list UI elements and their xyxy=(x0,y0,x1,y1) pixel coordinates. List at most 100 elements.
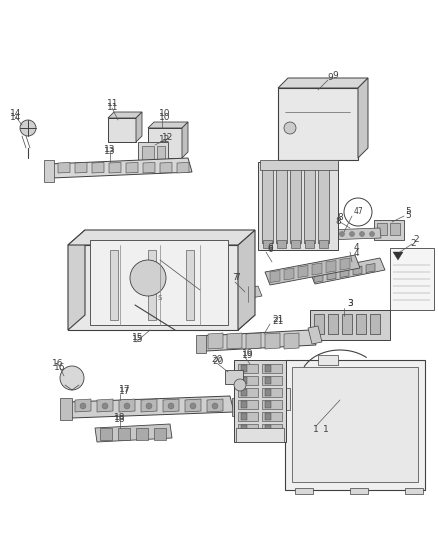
Bar xyxy=(108,118,136,142)
Bar xyxy=(277,240,286,248)
Bar xyxy=(241,377,247,384)
Text: 12: 12 xyxy=(159,135,171,144)
Circle shape xyxy=(80,403,86,409)
Bar xyxy=(236,428,284,442)
Text: 7: 7 xyxy=(232,273,238,282)
Circle shape xyxy=(284,122,296,134)
Bar xyxy=(241,365,247,372)
Bar xyxy=(44,160,54,182)
Polygon shape xyxy=(308,326,322,344)
Bar xyxy=(390,223,400,235)
Text: 1: 1 xyxy=(313,425,319,434)
Polygon shape xyxy=(200,330,316,351)
Text: 4: 4 xyxy=(353,248,359,257)
Circle shape xyxy=(360,231,364,237)
Text: 10: 10 xyxy=(159,109,171,118)
Polygon shape xyxy=(366,263,375,272)
Polygon shape xyxy=(327,271,336,280)
Polygon shape xyxy=(68,315,255,330)
Polygon shape xyxy=(237,286,262,300)
Bar xyxy=(241,401,247,408)
Bar xyxy=(265,425,271,432)
Polygon shape xyxy=(326,261,336,272)
Polygon shape xyxy=(68,230,85,330)
Bar xyxy=(232,398,244,416)
Text: 18: 18 xyxy=(114,416,126,424)
Polygon shape xyxy=(284,333,299,349)
Bar xyxy=(356,314,366,334)
Bar xyxy=(377,223,387,235)
Bar xyxy=(138,142,168,164)
Circle shape xyxy=(60,366,84,390)
Bar xyxy=(390,248,434,310)
Polygon shape xyxy=(177,163,189,173)
Bar xyxy=(304,168,315,243)
Text: 20: 20 xyxy=(211,356,223,365)
Bar xyxy=(278,88,358,160)
Polygon shape xyxy=(148,122,188,128)
Text: 5: 5 xyxy=(405,207,411,216)
Polygon shape xyxy=(126,163,138,173)
Bar xyxy=(238,388,258,397)
Bar xyxy=(305,240,314,248)
Bar xyxy=(265,377,271,384)
Bar xyxy=(234,360,286,442)
Bar xyxy=(262,424,282,433)
Bar xyxy=(263,240,272,248)
Text: 9: 9 xyxy=(327,74,333,83)
Circle shape xyxy=(329,231,335,237)
Polygon shape xyxy=(90,240,228,325)
Text: 16: 16 xyxy=(54,364,66,373)
Bar xyxy=(278,388,290,410)
Text: 12: 12 xyxy=(162,133,174,141)
Bar xyxy=(318,168,329,243)
Polygon shape xyxy=(310,258,385,284)
Text: 19: 19 xyxy=(242,351,254,359)
Bar xyxy=(265,389,271,396)
Bar xyxy=(328,314,338,334)
Polygon shape xyxy=(325,228,381,240)
Polygon shape xyxy=(314,273,323,282)
Polygon shape xyxy=(92,163,104,173)
Text: 17: 17 xyxy=(119,385,131,394)
Polygon shape xyxy=(285,360,425,490)
Text: 2: 2 xyxy=(413,236,419,245)
Bar xyxy=(318,355,338,365)
Text: 14: 14 xyxy=(11,109,22,117)
Polygon shape xyxy=(95,424,172,442)
Bar xyxy=(238,400,258,409)
Bar xyxy=(262,168,273,243)
Polygon shape xyxy=(340,258,350,270)
Bar xyxy=(142,146,154,160)
Text: 17: 17 xyxy=(119,387,131,397)
Text: 16: 16 xyxy=(52,359,64,368)
Text: 21: 21 xyxy=(272,318,284,327)
Bar xyxy=(148,128,182,158)
Polygon shape xyxy=(163,399,179,412)
Text: S: S xyxy=(158,295,162,301)
Polygon shape xyxy=(393,252,403,260)
Polygon shape xyxy=(265,333,280,349)
Bar xyxy=(241,389,247,396)
Bar xyxy=(310,310,390,340)
Polygon shape xyxy=(97,399,113,412)
Text: 3: 3 xyxy=(347,298,353,308)
Bar xyxy=(342,314,352,334)
Polygon shape xyxy=(340,269,349,278)
Polygon shape xyxy=(68,245,238,330)
Bar xyxy=(238,424,258,433)
Bar xyxy=(60,398,72,420)
Bar xyxy=(241,425,247,432)
Bar xyxy=(100,428,112,440)
Bar xyxy=(265,401,271,408)
Bar xyxy=(291,240,300,248)
Text: 15: 15 xyxy=(132,335,144,344)
Bar xyxy=(154,428,166,440)
Circle shape xyxy=(370,231,374,237)
Polygon shape xyxy=(58,163,70,173)
Bar xyxy=(238,376,258,385)
Polygon shape xyxy=(136,112,142,142)
Bar xyxy=(276,168,287,243)
Bar xyxy=(265,413,271,420)
Bar xyxy=(260,160,338,170)
